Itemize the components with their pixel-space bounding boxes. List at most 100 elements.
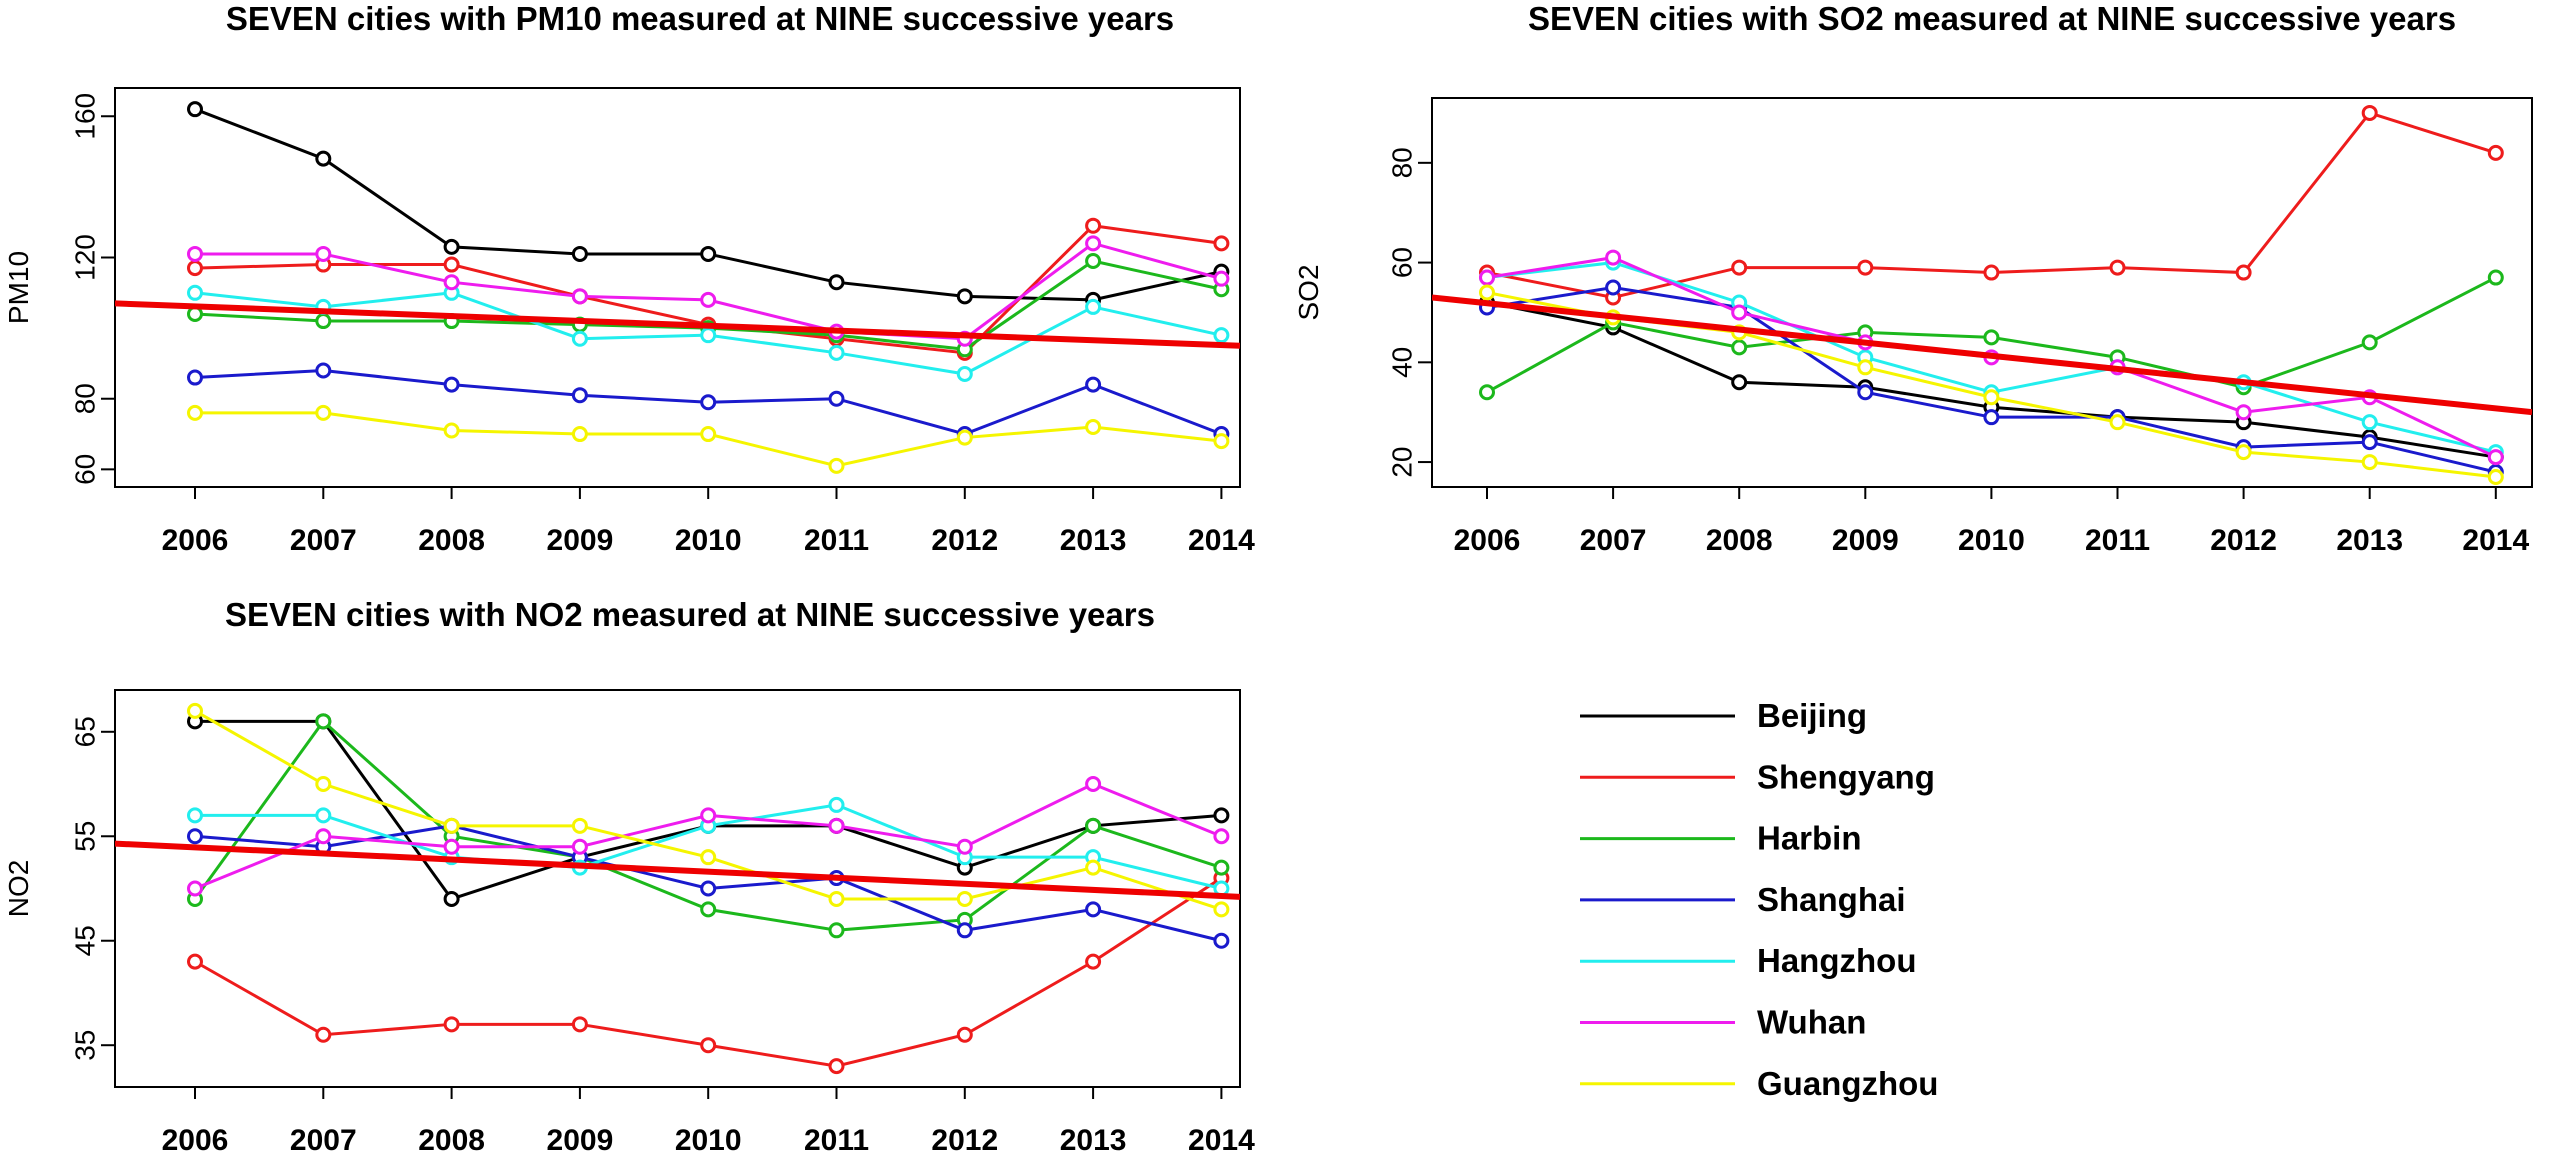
trend-line xyxy=(115,300,1240,349)
data-point xyxy=(315,807,332,824)
data-point xyxy=(1085,953,1102,970)
data-point xyxy=(2109,414,2126,431)
x-tick-label: 2009 xyxy=(1832,524,1899,557)
y-tick-label: 80 xyxy=(1386,147,1417,178)
legend-item-beijing: Beijing xyxy=(1580,697,1867,734)
series-shengyang xyxy=(187,870,1230,1075)
x-tick-label: 2013 xyxy=(2336,524,2403,557)
data-point xyxy=(187,702,203,719)
data-point xyxy=(1085,376,1102,393)
data-point xyxy=(571,288,588,305)
x-tick-label: 2007 xyxy=(290,524,357,557)
data-point xyxy=(1213,859,1230,876)
data-point xyxy=(2361,434,2378,451)
x-tick-label: 2011 xyxy=(2085,524,2150,557)
data-point xyxy=(187,404,203,421)
legend-label: Harbin xyxy=(1757,820,1862,857)
x-tick-label: 2006 xyxy=(162,524,229,557)
data-point xyxy=(1085,298,1102,315)
data-point xyxy=(2361,414,2378,431)
data-point xyxy=(1213,327,1230,344)
data-point xyxy=(1085,418,1102,435)
data-point xyxy=(315,245,332,262)
plot-frame xyxy=(114,87,1241,488)
x-tick-label: 2007 xyxy=(290,1124,357,1153)
data-point xyxy=(315,362,332,379)
legend-label: Shengyang xyxy=(1757,758,1935,795)
data-point xyxy=(828,274,845,291)
chart-title: SEVEN cities with NO2 measured at NINE s… xyxy=(225,596,1155,633)
data-point xyxy=(2235,264,2252,281)
data-point xyxy=(1983,329,2000,346)
data-point xyxy=(828,922,845,939)
data-point xyxy=(315,150,332,167)
data-point xyxy=(1213,932,1230,949)
data-point xyxy=(1731,339,1748,356)
data-point xyxy=(1085,859,1102,876)
data-point xyxy=(1857,384,1874,401)
data-point xyxy=(315,404,332,421)
y-tick-label: 120 xyxy=(69,234,100,281)
data-point xyxy=(315,313,332,330)
x-tick-label: 2012 xyxy=(931,1124,998,1153)
data-point xyxy=(828,817,845,834)
legend-item-shanghai: Shanghai xyxy=(1580,881,1906,918)
x-tick-label: 2008 xyxy=(418,1124,485,1153)
data-point xyxy=(1983,264,2000,281)
series-guangzhou xyxy=(187,702,1230,918)
data-point xyxy=(1085,253,1102,270)
data-point xyxy=(828,890,845,907)
x-tick-label: 2008 xyxy=(1706,524,1773,557)
data-point xyxy=(828,390,845,407)
chart-title: SEVEN cities with SO2 measured at NINE s… xyxy=(1528,0,2456,37)
x-tick-label: 2014 xyxy=(1188,524,1255,557)
data-point xyxy=(1857,359,1874,376)
data-point xyxy=(1085,776,1102,793)
data-point xyxy=(700,849,717,866)
data-point xyxy=(1731,259,1748,276)
data-point xyxy=(187,260,203,277)
data-point xyxy=(187,953,203,970)
data-point xyxy=(1857,259,1874,276)
legend-label: Beijing xyxy=(1757,697,1867,734)
data-point xyxy=(187,369,203,386)
x-tick-label: 2006 xyxy=(162,1124,229,1153)
data-point xyxy=(828,796,845,813)
data-point xyxy=(571,426,588,443)
y-tick-label: 35 xyxy=(69,1030,100,1061)
data-point xyxy=(700,1037,717,1054)
data-point xyxy=(2487,269,2504,286)
data-point xyxy=(828,457,845,474)
x-tick-label: 2012 xyxy=(931,524,998,557)
x-tick-label: 2013 xyxy=(1060,1124,1127,1153)
data-point xyxy=(1731,374,1748,391)
data-point xyxy=(443,422,460,439)
data-point xyxy=(2487,449,2504,466)
legend: Beijing Shengyang Harbin Shanghai Hangzhou Wu… xyxy=(1580,697,1938,1102)
data-point xyxy=(443,838,460,855)
x-tick-label: 2007 xyxy=(1580,524,1647,557)
data-point xyxy=(1479,384,1495,401)
data-point xyxy=(315,776,332,793)
data-point xyxy=(443,238,460,255)
data-point xyxy=(1085,235,1102,252)
series-shanghai xyxy=(1479,279,2504,481)
data-point xyxy=(828,344,845,361)
data-point xyxy=(187,284,203,301)
data-point xyxy=(700,880,717,897)
trend-line xyxy=(1432,294,2532,416)
x-tick-label: 2010 xyxy=(675,1124,742,1153)
data-point xyxy=(571,1016,588,1033)
data-point xyxy=(700,426,717,443)
series-guangzhou xyxy=(187,404,1230,474)
series-hangzhou xyxy=(187,284,1230,383)
x-tick-label: 2009 xyxy=(547,524,614,557)
data-point xyxy=(315,1026,332,1043)
chart-panel-no2: SEVEN cities with NO2 measured at NINE s… xyxy=(3,596,1255,1153)
data-point xyxy=(571,245,588,262)
trend-line xyxy=(115,840,1240,900)
data-point xyxy=(443,274,460,291)
y-axis-label: NO2 xyxy=(3,860,34,918)
x-tick-label: 2014 xyxy=(2462,524,2529,557)
data-point xyxy=(700,327,717,344)
